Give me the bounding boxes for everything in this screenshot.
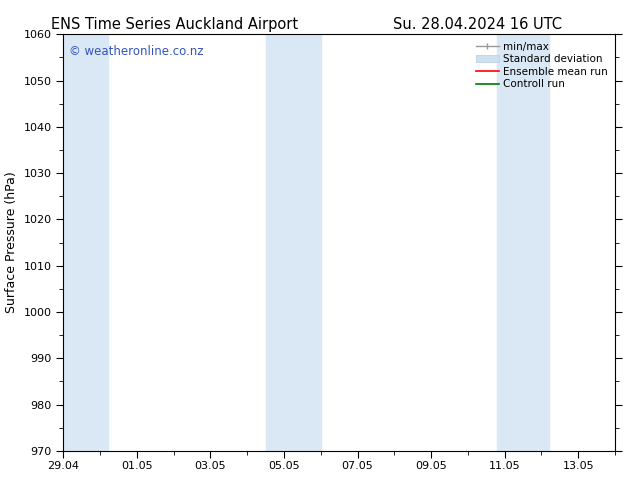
Bar <box>63 34 108 451</box>
Bar <box>497 34 549 451</box>
Y-axis label: Surface Pressure (hPa): Surface Pressure (hPa) <box>5 172 18 314</box>
Text: ENS Time Series Auckland Airport: ENS Time Series Auckland Airport <box>51 17 298 32</box>
Text: © weatheronline.co.nz: © weatheronline.co.nz <box>69 45 204 58</box>
Bar <box>266 34 321 451</box>
Text: Su. 28.04.2024 16 UTC: Su. 28.04.2024 16 UTC <box>393 17 562 32</box>
Legend: min/max, Standard deviation, Ensemble mean run, Controll run: min/max, Standard deviation, Ensemble me… <box>472 37 612 94</box>
